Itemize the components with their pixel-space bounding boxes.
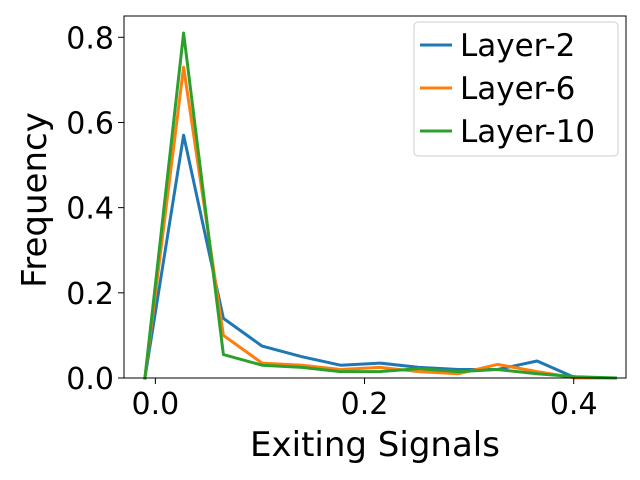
x-tick-label: 0.4 (550, 387, 598, 422)
legend-items: Layer-2 Layer-6 Layer-10 (420, 28, 595, 150)
legend: Layer-2 Layer-6 Layer-10 (413, 21, 619, 157)
series-line-2 (143, 65, 617, 380)
legend-box (413, 21, 619, 157)
y-tick-label: 0.6 (66, 106, 114, 141)
legend-label-3: Layer-10 (460, 114, 595, 150)
y-axis-label: Frequency (15, 112, 55, 288)
x-axis-label: Exiting Signals (250, 425, 500, 465)
x-tick-label: 0.0 (132, 387, 180, 422)
series-line-1 (143, 133, 617, 380)
series-line-3 (143, 31, 618, 380)
x-axis: 0.0 0.2 0.4 (132, 378, 598, 422)
y-tick-label: 0.4 (66, 192, 114, 227)
plot-frame (123, 15, 627, 379)
y-tick-label: 0.0 (66, 362, 114, 397)
y-axis: 0.0 0.2 0.4 0.6 0.8 (66, 21, 124, 397)
y-tick-label: 0.8 (66, 21, 114, 56)
legend-label-1: Layer-2 (460, 28, 575, 64)
legend-label-2: Layer-6 (460, 71, 575, 107)
plot-lines (143, 31, 618, 380)
y-tick-label: 0.2 (66, 277, 114, 312)
x-tick-label: 0.2 (341, 387, 389, 422)
